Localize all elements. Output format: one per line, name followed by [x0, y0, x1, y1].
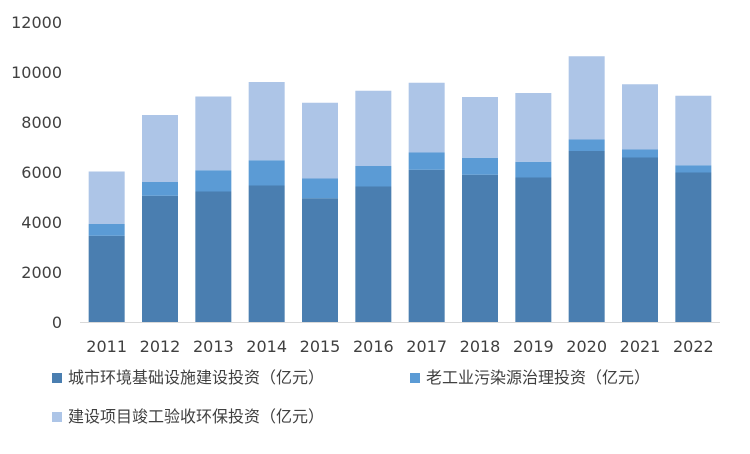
legend-label-2: 老工业污染源治理投资（亿元）: [426, 368, 650, 387]
x-tick-label: 2020: [566, 337, 607, 356]
legend-swatch-3: [52, 412, 62, 422]
y-tick-label: 6000: [21, 163, 62, 182]
y-tick-label: 8000: [21, 113, 62, 132]
bar-segment-1: [248, 185, 285, 322]
bar-segment-2: [568, 139, 605, 151]
bar-segment-1: [195, 191, 232, 322]
bar-segment-1: [515, 177, 552, 322]
bar-segment-2: [88, 224, 125, 236]
bar-segment-1: [302, 198, 338, 322]
bar-segment-1: [622, 157, 658, 322]
legend-label-3: 建设项目竣工验收环保投资（亿元）: [68, 407, 324, 426]
x-tick-label: 2019: [513, 337, 554, 356]
bar-segment-2: [302, 178, 338, 199]
y-tick-label: 10000: [11, 63, 62, 82]
bar-segment-3: [408, 82, 445, 153]
y-tick-label: 4000: [21, 213, 62, 232]
bar-segment-3: [88, 171, 125, 224]
bar-segment-1: [142, 195, 178, 322]
bar-segment-3: [355, 90, 392, 166]
bar-segment-2: [515, 161, 552, 178]
x-tick-label: 2021: [620, 337, 661, 356]
bar-segment-1: [675, 172, 712, 322]
bar-segment-3: [622, 84, 658, 150]
x-tick-label: 2017: [406, 337, 447, 356]
bar-segment-2: [462, 157, 498, 175]
bar-segment-1: [88, 235, 125, 322]
x-tick-label: 2016: [353, 337, 394, 356]
bar-segment-3: [515, 93, 552, 162]
bar-segment-2: [622, 149, 658, 158]
bar-segment-3: [195, 96, 232, 171]
x-tick-label: 2011: [86, 337, 127, 356]
x-tick-label: 2022: [673, 337, 714, 356]
x-tick-label: 2014: [246, 337, 287, 356]
bar-segment-1: [462, 174, 498, 322]
y-tick-label: 2000: [21, 263, 62, 282]
legend-swatch-1: [52, 373, 62, 383]
bar-segment-1: [355, 186, 392, 322]
bar-segment-3: [142, 115, 178, 182]
bar-segment-3: [462, 97, 498, 158]
bar-segment-1: [568, 151, 605, 322]
bar-segment-2: [195, 170, 232, 192]
x-tick-label: 2012: [140, 337, 181, 356]
y-tick-label: 12000: [11, 13, 62, 32]
y-tick-label: 0: [52, 313, 62, 332]
legend-swatch-2: [410, 373, 420, 383]
bar-segment-3: [302, 102, 338, 179]
x-tick-label: 2013: [193, 337, 234, 356]
x-tick-label: 2015: [300, 337, 341, 356]
legend: 城市环境基础设施建设投资（亿元） 老工业污染源治理投资（亿元） 建设项目竣工验收环保…: [52, 368, 650, 426]
y-axis: 0 2000 4000 6000 8000 10000 12000: [11, 13, 62, 332]
x-axis: 2011 2012 2013 2014 2015 2016 2017 2018 2019 2020…: [86, 337, 713, 356]
bar-segment-1: [408, 169, 445, 322]
bar-segment-2: [675, 165, 712, 173]
legend-label-1: 城市环境基础设施建设投资（亿元）: [68, 368, 324, 387]
bar-segment-3: [675, 95, 712, 166]
bar-segment-3: [568, 56, 605, 140]
bar-segment-2: [142, 182, 178, 196]
bar-segment-3: [248, 82, 285, 161]
bars-layer: [88, 56, 712, 322]
bar-segment-2: [355, 166, 392, 187]
x-tick-label: 2018: [460, 337, 501, 356]
bar-segment-2: [248, 160, 285, 186]
bar-segment-2: [408, 152, 445, 170]
